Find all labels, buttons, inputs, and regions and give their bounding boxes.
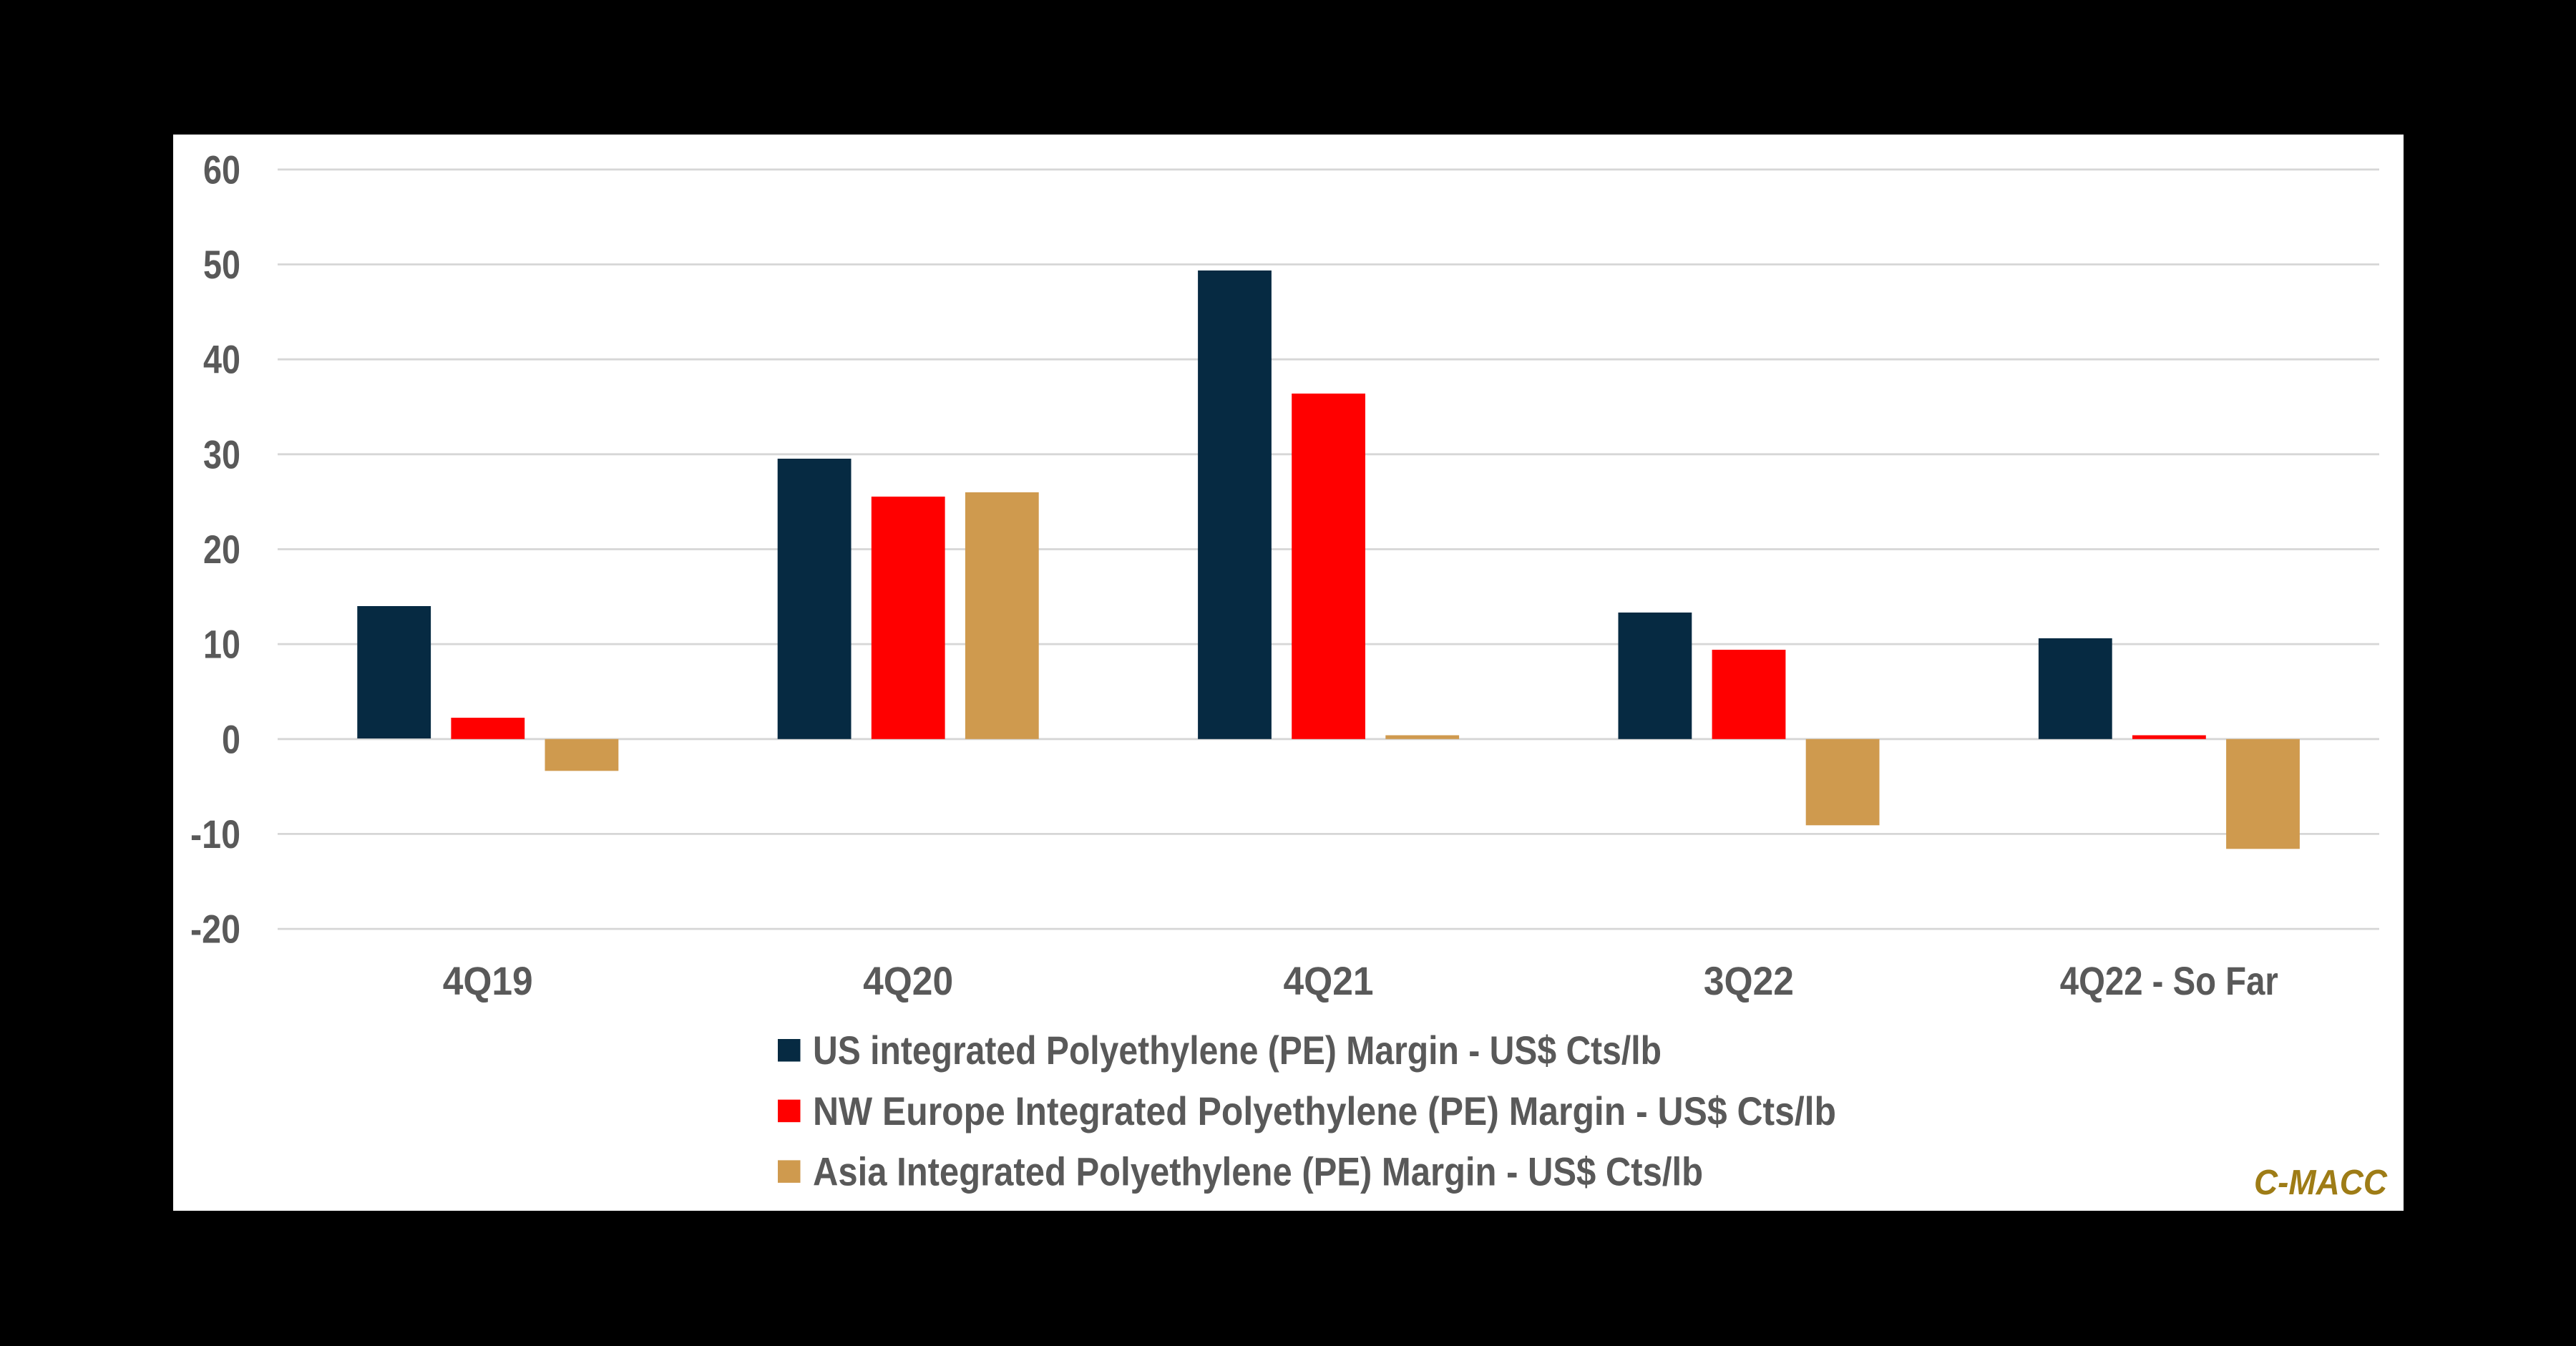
svg-text:0: 0 <box>222 716 240 761</box>
svg-text:-20: -20 <box>190 907 240 952</box>
svg-text:US integrated Polyethylene (PE: US integrated Polyethylene (PE) Margin -… <box>813 1028 1662 1073</box>
svg-text:3Q22: 3Q22 <box>1704 958 1794 1003</box>
svg-text:60: 60 <box>203 147 240 192</box>
svg-text:30: 30 <box>203 431 240 477</box>
svg-text:40: 40 <box>203 337 240 382</box>
svg-text:20: 20 <box>203 527 240 572</box>
svg-text:10: 10 <box>203 622 240 667</box>
svg-text:NW Europe Integrated Polyethyl: NW Europe Integrated Polyethylene (PE) M… <box>813 1088 1836 1133</box>
svg-text:Asia Integrated Polyethylene (: Asia Integrated Polyethylene (PE) Margin… <box>813 1149 1703 1194</box>
svg-text:4Q22 - So Far: 4Q22 - So Far <box>2060 958 2278 1003</box>
svg-text:4Q19: 4Q19 <box>443 958 533 1003</box>
svg-text:-10: -10 <box>190 811 240 857</box>
svg-text:4Q20: 4Q20 <box>863 958 953 1003</box>
svg-text:50: 50 <box>203 242 240 287</box>
svg-text:4Q21: 4Q21 <box>1284 958 1374 1003</box>
svg-text:C-MACC: C-MACC <box>2254 1164 2388 1202</box>
